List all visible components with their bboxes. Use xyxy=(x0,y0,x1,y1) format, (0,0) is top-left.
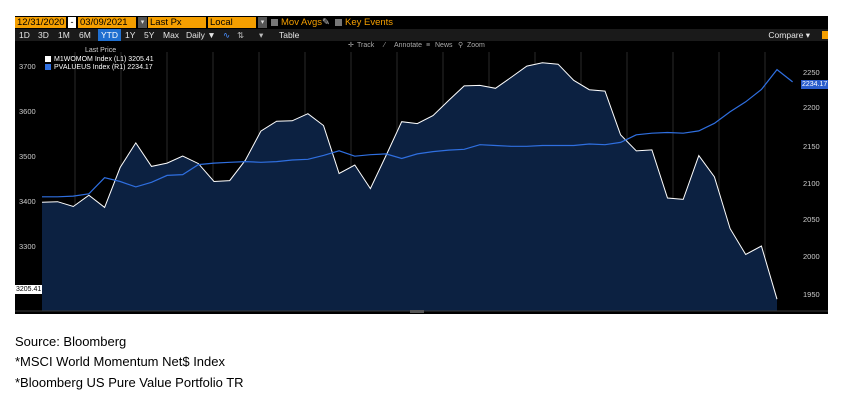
last-value-tag-pure-value: 2234.17 xyxy=(801,80,828,89)
y-right-tick-1950: 1950 xyxy=(803,290,820,299)
range-button-1y[interactable]: 1Y xyxy=(125,30,136,40)
annotate-button[interactable]: Annotate xyxy=(394,42,423,49)
source-note: Source: Bloomberg xyxy=(15,334,127,349)
periodicity-dropdown[interactable]: Daily ▼ xyxy=(186,30,216,40)
y-left-tick-3300: 3300 xyxy=(19,242,36,251)
range-button-3d[interactable]: 3D xyxy=(38,30,49,40)
y-right-tick-2000: 2000 xyxy=(803,252,820,261)
y-right-tick-2200: 2200 xyxy=(803,103,820,112)
range-button-max[interactable]: Max xyxy=(163,30,180,40)
start-date-field[interactable]: 12/31/2020 xyxy=(15,17,66,28)
candlestick-icon[interactable]: ⇅ xyxy=(237,30,245,40)
area-fill-momentum xyxy=(42,62,777,311)
zoom-button[interactable]: Zoom xyxy=(467,42,485,49)
calendar-dropdown-icon[interactable]: ▾ xyxy=(138,17,147,28)
line-chart-icon[interactable]: ∿ xyxy=(223,30,231,40)
chart-plot xyxy=(15,52,828,314)
y-left-tick-3700: 3700 xyxy=(19,62,36,71)
legend-label-momentum: M1WOMOM Index (L1) 3205.41 xyxy=(54,55,154,63)
range-button-5y[interactable]: 5Y xyxy=(144,30,155,40)
scrollbar-handle[interactable] xyxy=(410,310,424,313)
footnote-pure-value: *Bloomberg US Pure Value Portfolio TR xyxy=(15,375,244,390)
y-right-tick-2250: 2250 xyxy=(803,68,820,77)
compare-color-swatch xyxy=(822,31,828,39)
track-button[interactable]: Track xyxy=(357,42,375,49)
key-events-checkbox[interactable] xyxy=(335,19,342,26)
currency-selector[interactable]: Local CCY xyxy=(208,17,256,39)
line-momentum xyxy=(41,62,778,300)
chart-type-dropdown-icon[interactable]: ▾ xyxy=(259,30,264,40)
range-button-6m[interactable]: 6M xyxy=(79,30,91,40)
track-icon[interactable]: ✛ xyxy=(348,42,354,49)
range-button-1m[interactable]: 1M xyxy=(58,30,70,40)
legend-swatch-momentum xyxy=(45,55,51,62)
field-selector[interactable]: Last Px xyxy=(148,17,206,28)
y-left-tick-3400: 3400 xyxy=(19,197,36,206)
annotate-icon[interactable]: ⁄ xyxy=(384,42,386,49)
y-right-tick-2150: 2150 xyxy=(803,142,820,151)
legend-item-pure-value: PVALUEUS Index (R1) 2234.17 xyxy=(45,64,154,73)
key-events-label[interactable]: Key Events xyxy=(345,17,394,28)
mov-avgs-label[interactable]: Mov Avgs xyxy=(281,17,323,28)
currency-dropdown-icon[interactable]: ▾ xyxy=(258,17,267,28)
table-button[interactable]: Table xyxy=(279,30,300,40)
news-icon[interactable]: ≡ xyxy=(426,42,431,49)
range-button-1d[interactable]: 1D xyxy=(19,30,30,40)
date-minus-icon[interactable]: - xyxy=(68,17,76,28)
y-right-tick-2100: 2100 xyxy=(803,179,820,188)
y-left-tick-3500: 3500 xyxy=(19,152,36,161)
bloomberg-chart-panel: 12/31/2020 - 03/09/2021 ▾ Last Px Local … xyxy=(15,16,828,314)
zoom-icon[interactable]: ⚲ xyxy=(458,42,464,49)
y-left-tick-3600: 3600 xyxy=(19,107,36,116)
last-value-tag-momentum: 3205.41 xyxy=(15,285,43,294)
range-button-ytd[interactable]: YTD xyxy=(98,29,121,41)
y-right-tick-2050: 2050 xyxy=(803,215,820,224)
end-date-field[interactable]: 03/09/2021 xyxy=(78,17,136,28)
line-pure-value xyxy=(42,68,793,198)
legend-title: Last Price xyxy=(85,47,117,54)
header-toolbar: 12/31/2020 - 03/09/2021 ▾ Last Px Local … xyxy=(15,16,828,39)
legend-swatch-pure-value xyxy=(45,64,51,70)
footnote-momentum: *MSCI World Momentum Net$ Index xyxy=(15,354,225,369)
news-button[interactable]: News xyxy=(435,42,453,49)
legend-item-momentum: M1WOMOM Index (L1) 3205.41 xyxy=(45,55,154,65)
pencil-icon[interactable]: ✎ xyxy=(322,17,330,28)
chart-legend: Last Price M1WOMOM Index (L1) 3205.41 PV… xyxy=(45,47,154,73)
range-toolbar: 1D 3D 1M 6M YTD 1Y 5Y Max Daily ▼ ∿ ⇅ ▾ … xyxy=(15,29,828,41)
compare-button[interactable]: Compare ▾ xyxy=(768,30,810,40)
legend-label-pure-value: PVALUEUS Index (R1) 2234.17 xyxy=(54,64,153,71)
mov-avgs-checkbox[interactable] xyxy=(271,19,278,26)
